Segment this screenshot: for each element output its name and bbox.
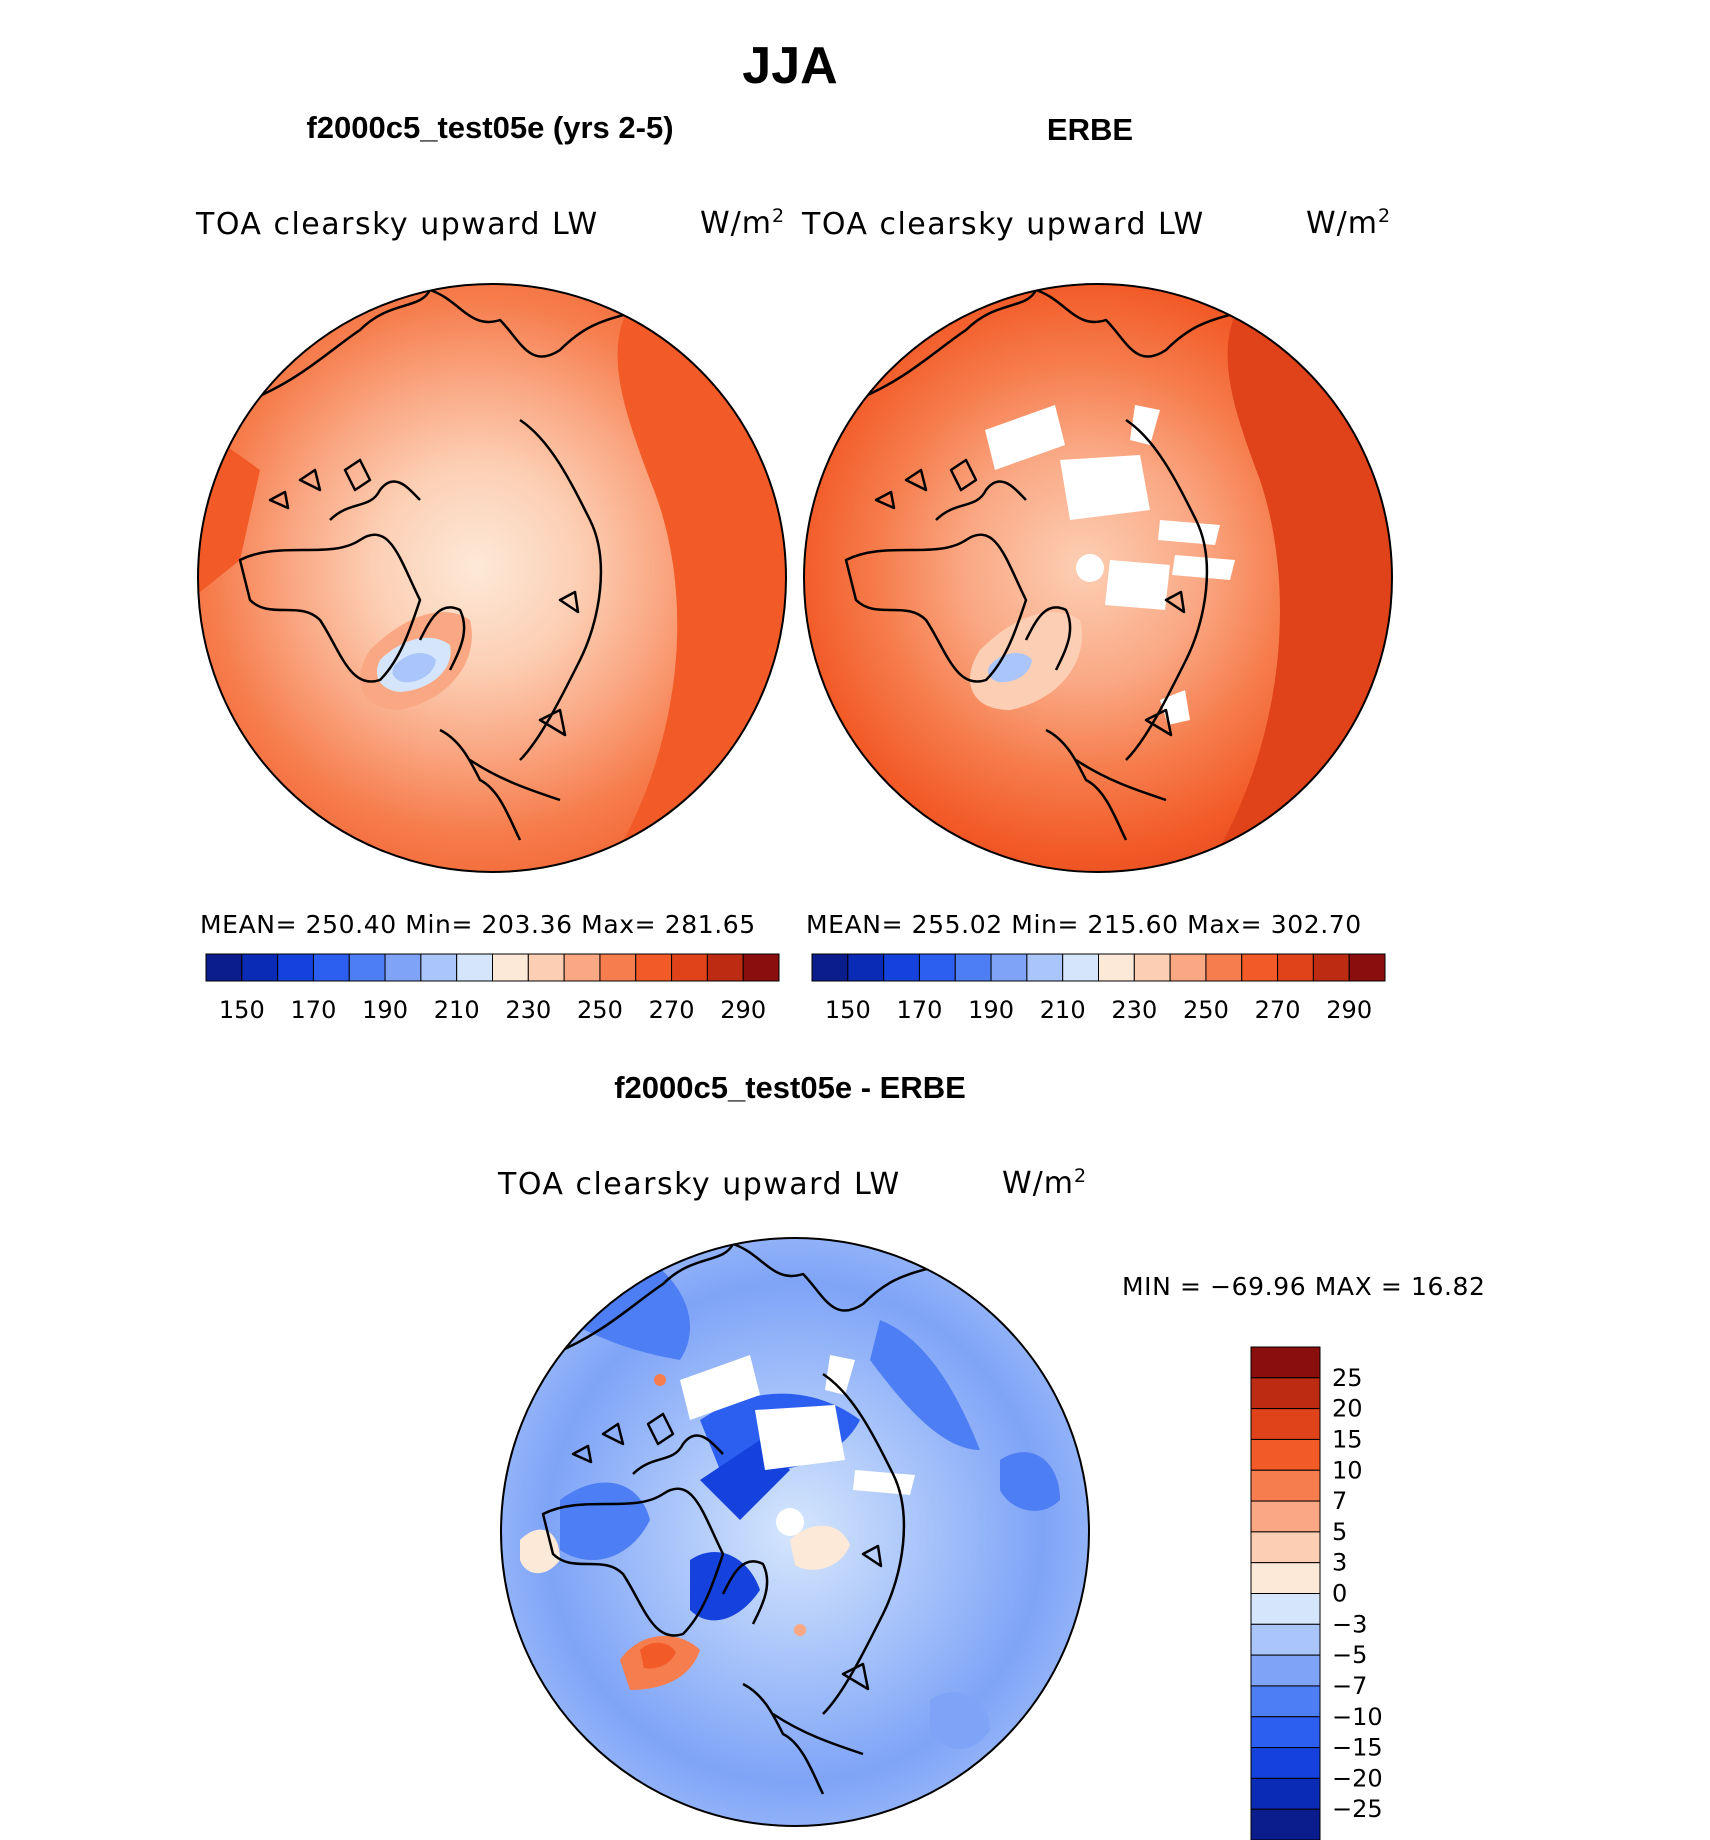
colorbar-diff-tick-label: −3 xyxy=(1332,1610,1367,1638)
colorbar-model-swatch xyxy=(742,953,780,982)
colorbar-obs-swatch xyxy=(918,953,956,982)
colorbar-model-swatch xyxy=(277,953,314,982)
colorbar-model-swatch xyxy=(312,953,350,982)
unit-label-diff: W/m2 xyxy=(1002,1165,1088,1201)
colorbar-diff-tick-label: −15 xyxy=(1332,1734,1383,1762)
colorbar-diff-tick-label: 7 xyxy=(1332,1487,1347,1515)
colorbar-diff-swatch xyxy=(1250,1438,1321,1471)
colorbar-diff-swatch xyxy=(1250,1808,1321,1840)
colorbar-model-swatch xyxy=(563,953,601,982)
colorbar-model-tick-label: 250 xyxy=(577,996,623,1024)
colorbar-model-swatch xyxy=(599,953,637,982)
stats-diff: MIN = −69.96 MAX = 16.82 xyxy=(1122,1272,1486,1301)
colorbar-model-swatch xyxy=(492,953,529,982)
stats-model: MEAN= 250.40 Min= 203.36 Max= 281.65 xyxy=(200,910,756,939)
colorbar-diff-swatch xyxy=(1250,1408,1321,1440)
colorbar-model-swatch xyxy=(671,953,708,982)
colorbar-obs-tick-label: 150 xyxy=(825,996,871,1024)
stats-obs: MEAN= 255.02 Min= 215.60 Max= 302.70 xyxy=(806,910,1362,939)
main-title: JJA xyxy=(742,37,838,95)
colorbar-model-tick-label: 270 xyxy=(649,996,695,1024)
colorbar-diff-tick-label: −20 xyxy=(1332,1764,1383,1792)
colorbar-obs-swatch xyxy=(954,953,992,982)
colorbar-diff-swatch xyxy=(1250,1623,1321,1656)
colorbar-obs-swatch xyxy=(1133,953,1171,982)
colorbar-obs-swatch xyxy=(1348,953,1386,982)
colorbar-model-tick-label: 210 xyxy=(434,996,480,1024)
colorbar-obs-swatch xyxy=(811,953,849,982)
colorbar-model-tick-label: 150 xyxy=(219,996,265,1024)
colorbar-obs-swatch xyxy=(990,953,1028,982)
colorbar-diff-tick-label: 15 xyxy=(1332,1425,1363,1453)
colorbar-model-swatch xyxy=(706,953,744,982)
colorbar-diff-tick-label: 0 xyxy=(1332,1580,1347,1608)
colorbar-obs-swatch xyxy=(1312,953,1350,982)
colorbar-model-swatch xyxy=(241,953,279,982)
colorbar-obs-swatch xyxy=(1277,953,1314,982)
unit-label-model: W/m2 xyxy=(700,205,786,241)
colorbar-model-swatch xyxy=(348,953,386,982)
variable-label-model: TOA clearsky upward LW xyxy=(196,207,599,242)
colorbar-diff-swatch xyxy=(1250,1562,1321,1594)
colorbar-diff-swatch xyxy=(1250,1346,1321,1379)
colorbar-obs-swatch xyxy=(847,953,885,982)
colorbar-diff-swatch xyxy=(1250,1716,1321,1749)
colorbar-diff-tick-label: 5 xyxy=(1332,1518,1347,1546)
colorbar-diff-tick-label: −5 xyxy=(1332,1641,1367,1669)
colorbar-obs-tick-label: 290 xyxy=(1326,996,1372,1024)
colorbar-model-tick-label: 230 xyxy=(505,996,551,1024)
colorbar-diff-tick-label: 3 xyxy=(1332,1549,1347,1577)
colorbar-diff-tick-label: 10 xyxy=(1332,1456,1363,1484)
colorbar-obs-tick-label: 250 xyxy=(1183,996,1229,1024)
colorbar-obs-swatch xyxy=(1062,953,1099,982)
colorbar-diff-swatch xyxy=(1250,1469,1321,1502)
colorbar-obs-tick-label: 210 xyxy=(1040,996,1086,1024)
colorbar-diff-tick-label: −7 xyxy=(1332,1672,1367,1700)
colorbar-model-tick-label: 190 xyxy=(362,996,408,1024)
colorbar-model-swatch xyxy=(420,953,458,982)
colorbar-obs-tick-label: 270 xyxy=(1255,996,1301,1024)
colorbar-obs-tick-label: 230 xyxy=(1111,996,1157,1024)
colorbar-model: 150 170 190 210 230 250 270 290 xyxy=(205,953,780,1024)
colorbar-diff-tick-label: 20 xyxy=(1332,1395,1363,1423)
colorbar-model-tick-label: 290 xyxy=(720,996,766,1024)
colorbar-model-tick-label: 170 xyxy=(291,996,337,1024)
variable-label-obs: TOA clearsky upward LW xyxy=(802,207,1205,242)
panel-title-model: f2000c5_test05e (yrs 2-5) xyxy=(306,110,674,145)
colorbar-model-swatch xyxy=(635,953,673,982)
colorbar-diff-swatch xyxy=(1250,1654,1321,1687)
variable-label-diff: TOA clearsky upward LW xyxy=(498,1167,901,1202)
colorbar-model-swatch xyxy=(527,953,565,982)
colorbar-obs-swatch xyxy=(1098,953,1135,982)
colorbar-diff-swatch xyxy=(1250,1685,1321,1718)
colorbar-diff-tick-label: 25 xyxy=(1332,1364,1363,1392)
colorbar-diff-swatch xyxy=(1250,1377,1321,1410)
colorbar-diff-swatch xyxy=(1250,1500,1321,1533)
panel-title-diff: f2000c5_test05e - ERBE xyxy=(614,1070,966,1105)
colorbar-diff-swatch xyxy=(1250,1531,1321,1564)
colorbar-obs-swatch xyxy=(1169,953,1207,982)
colorbar-model-swatch xyxy=(456,953,493,982)
colorbar-model-swatch xyxy=(205,953,243,982)
map-model xyxy=(197,283,787,873)
panel-title-obs: ERBE xyxy=(1046,112,1134,147)
map-diff xyxy=(500,1237,1090,1827)
colorbar-diff-swatch xyxy=(1250,1747,1321,1779)
colorbar-obs-swatch xyxy=(1241,953,1279,982)
colorbar-obs: 150 170 190 210 230 250 270 290 xyxy=(811,953,1386,1024)
unit-label-obs: W/m2 xyxy=(1306,205,1392,241)
map-obs xyxy=(803,283,1393,873)
colorbar-diff-tick-label: −10 xyxy=(1332,1703,1383,1731)
colorbar-obs-swatch xyxy=(1026,953,1064,982)
colorbar-model-swatch xyxy=(384,953,422,982)
colorbar-obs-tick-label: 190 xyxy=(968,996,1014,1024)
colorbar-diff-tick-label: −25 xyxy=(1332,1795,1383,1823)
colorbar-obs-tick-label: 170 xyxy=(897,996,943,1024)
colorbar-obs-swatch xyxy=(1205,953,1243,982)
colorbar-diff-swatch xyxy=(1250,1593,1321,1625)
colorbar-diff-swatch xyxy=(1250,1777,1321,1810)
colorbar-obs-swatch xyxy=(883,953,920,982)
